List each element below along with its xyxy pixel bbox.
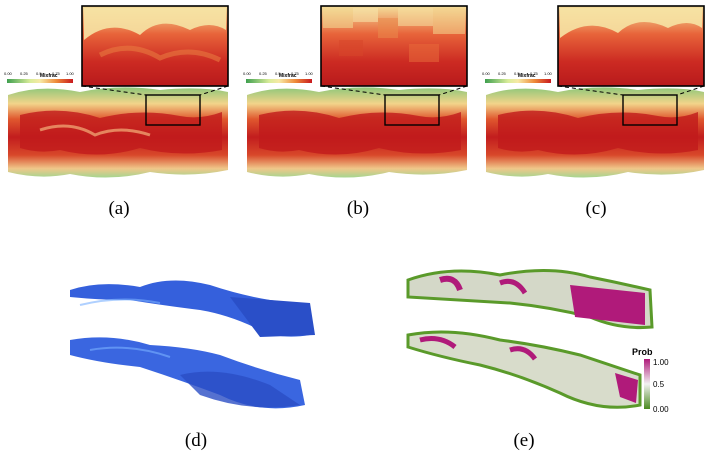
- colorbar-tick: 0.75: [291, 71, 300, 76]
- mixfrac-field-c: Mixfrac 0.00 0.25 0.5 0.75 1.00: [482, 5, 705, 178]
- colorbar-tick: 1.00: [653, 358, 669, 367]
- colorbar-title: Mixfrac: [40, 73, 58, 79]
- mixfrac-colorbar: Mixfrac 0.00 0.25 0.5 0.75 1.00: [243, 71, 314, 83]
- colorbar-tick: 0.00: [482, 71, 491, 76]
- colorbar-tick: 1.00: [544, 71, 553, 76]
- panel-d: [60, 255, 330, 420]
- colorbar-tick: 0.00: [4, 71, 13, 76]
- colorbar-tick: 1.00: [66, 71, 75, 76]
- caption-e: (e): [513, 430, 535, 451]
- colorbar-title: Mixfrac: [279, 73, 297, 79]
- probability-render: Prob 1.00 0.5 0.00: [406, 269, 669, 414]
- colorbar-tick: 0.5: [36, 71, 42, 76]
- colorbar-tick: 0.00: [653, 405, 669, 414]
- colorbar-tick: 0.00: [243, 71, 252, 76]
- colorbar-tick: 0.75: [530, 71, 539, 76]
- colorbar-tick: 0.25: [498, 71, 507, 76]
- panel-b: Mixfrac 0.00 0.25 0.5 0.75 1.00: [239, 0, 474, 200]
- colorbar-tick: 0.75: [52, 71, 61, 76]
- mixfrac-colorbar: Mixfrac 0.00 0.25 0.5 0.75 1.00: [4, 71, 75, 83]
- panel-a: Mixfrac 0.00 0.25 0.5 0.75 1.00: [0, 0, 235, 200]
- isosurface-render: [70, 280, 315, 409]
- colorbar-tick: 0.25: [20, 71, 29, 76]
- colorbar-tick: 0.5: [653, 380, 665, 389]
- caption-c: (c): [585, 198, 607, 219]
- caption-a: (a): [108, 198, 130, 219]
- prob-colorbar: Prob 1.00 0.5 0.00: [632, 347, 669, 414]
- colorbar-title: Prob: [632, 347, 653, 357]
- colorbar-tick: 0.25: [259, 71, 268, 76]
- mixfrac-field-a: Mixfrac 0.00 0.25 0.5 0.75 1.00: [4, 5, 229, 178]
- caption-b: (b): [346, 198, 370, 219]
- colorbar-title: Mixfrac: [518, 73, 536, 79]
- panel-c: Mixfrac 0.00 0.25 0.5 0.75 1.00: [478, 0, 710, 200]
- colorbar-tick: 0.5: [514, 71, 520, 76]
- panel-e: Prob 1.00 0.5 0.00: [400, 255, 710, 420]
- caption-d: (d): [184, 430, 208, 451]
- colorbar-tick: 0.5: [275, 71, 281, 76]
- mixfrac-colorbar: Mixfrac 0.00 0.25 0.5 0.75 1.00: [482, 71, 553, 83]
- mixfrac-field-b: Mixfrac 0.00 0.25 0.5 0.75 1.00: [243, 5, 468, 178]
- colorbar-tick: 1.00: [305, 71, 314, 76]
